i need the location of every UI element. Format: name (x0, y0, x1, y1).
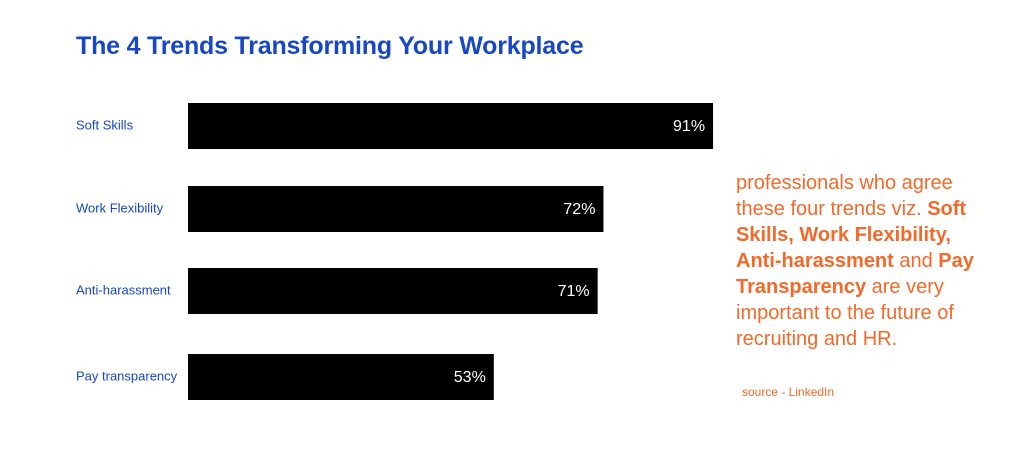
annotation-part-1: professionals who agree these four trend… (736, 172, 953, 220)
category-label: Pay transparency (76, 368, 178, 383)
value-label: 72% (563, 201, 595, 218)
value-label: 71% (558, 283, 590, 300)
value-label: 91% (673, 118, 705, 135)
chart-title: The 4 Trends Transforming Your Workplace (76, 32, 584, 60)
value-label: 53% (454, 369, 486, 386)
category-label: Work Flexibility (76, 200, 164, 215)
annotation-bold-1: Soft Skills, Work Flexibility, Anti-hara… (736, 198, 967, 272)
annotation-part-3: are very important to the future of recr… (736, 276, 954, 350)
bar (188, 186, 604, 232)
bar (188, 354, 494, 400)
category-label: Anti-harassment (76, 282, 171, 297)
annotation-text: professionals who agree these four trend… (736, 170, 986, 352)
annotation-bold-2: Pay Transparency (736, 250, 974, 298)
bar (188, 103, 714, 149)
category-label: Soft Skills (76, 117, 134, 132)
bar (188, 268, 598, 314)
source-note: source - LinkedIn (742, 385, 835, 399)
annotation-part-2: and (893, 250, 939, 272)
